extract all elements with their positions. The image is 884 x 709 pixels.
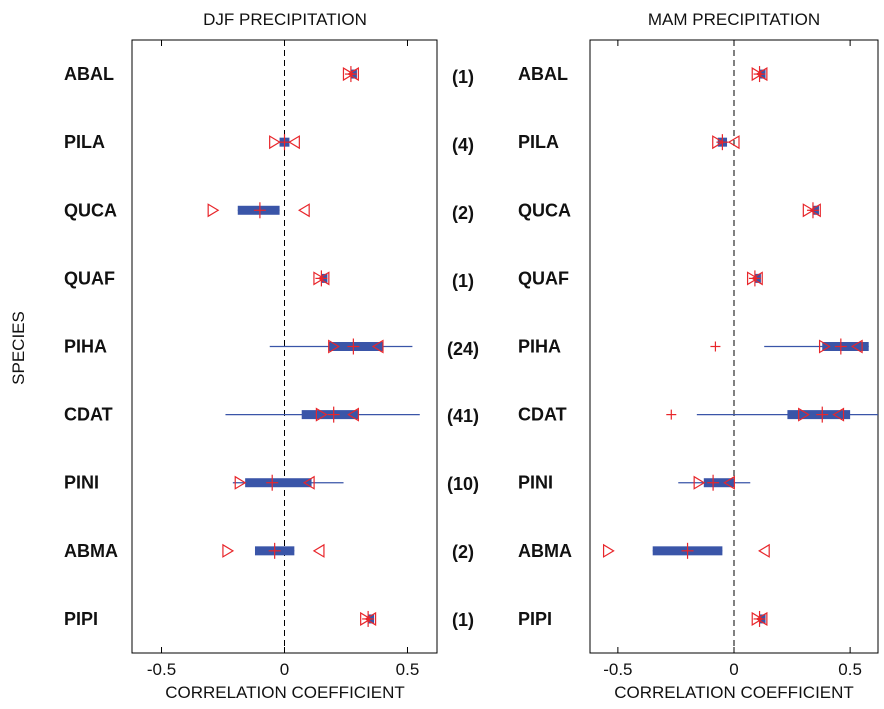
ci-lower-marker [602, 543, 615, 558]
species-label: PIPI [64, 609, 98, 629]
ci-lower-marker [207, 203, 220, 218]
species-label: PIHA [518, 337, 561, 357]
species-label: ABMA [518, 541, 572, 561]
species-label: QUCA [518, 200, 571, 220]
count-label: (10) [447, 474, 479, 494]
iqr-bar [245, 478, 312, 488]
counts-column: (1) (4) (2) (1) (24) (41) (10) (2) (1) [447, 67, 479, 630]
ci-lower-marker [360, 611, 372, 627]
species-label: PILA [64, 132, 105, 152]
ci-lower-marker [234, 475, 247, 490]
ci-upper-marker [832, 407, 845, 422]
ci-upper-marker [347, 66, 359, 82]
ci-upper-marker [317, 271, 330, 286]
ci-upper-marker [364, 611, 377, 627]
y-axis-label: SPECIES [9, 311, 28, 385]
panel-djf: DJF PRECIPITATION CORRELATION COEFFICIEN… [64, 10, 438, 702]
ci-upper-marker [727, 135, 740, 150]
ci-lower-marker [313, 271, 326, 286]
ci-lower-marker [693, 475, 706, 490]
ci-lower-marker [746, 271, 759, 286]
ci-upper-marker [723, 475, 735, 490]
ci-lower-marker [751, 66, 764, 82]
ci-upper-marker [850, 339, 863, 354]
chart-title-mam: MAM PRECIPITATION [648, 10, 820, 29]
species-label: PIPI [518, 609, 552, 629]
species-label: ABMA [64, 541, 118, 561]
ci-lower-marker [818, 339, 831, 354]
count-label: (4) [452, 135, 474, 155]
ci-lower-marker [712, 135, 724, 150]
ci-lower-marker [315, 407, 328, 422]
chart-title-djf: DJF PRECIPITATION [203, 10, 367, 29]
count-label: (1) [452, 271, 474, 291]
ci-upper-marker [809, 203, 821, 218]
ci-upper-marker [755, 66, 768, 82]
ci-upper-marker [302, 475, 315, 490]
species-label: QUAF [64, 268, 115, 288]
ci-lower-marker [342, 66, 355, 82]
x-tick-label: -0.5 [603, 660, 632, 679]
ci-upper-marker [298, 203, 310, 218]
species-label: PINI [64, 473, 99, 493]
species-label: CDAT [518, 405, 567, 425]
x-tick-label: -0.5 [147, 660, 176, 679]
species-label: CDAT [64, 405, 113, 425]
ci-upper-marker [288, 135, 300, 150]
x-tick-label: 0 [280, 660, 289, 679]
ci-lower-marker [798, 407, 810, 422]
ci-lower-marker [802, 203, 815, 218]
x-tick-label: 0.5 [396, 660, 420, 679]
species-label: QUCA [64, 200, 117, 220]
ci-upper-marker [755, 611, 768, 627]
count-label: (2) [452, 542, 474, 562]
ci-upper-marker [751, 271, 763, 286]
species-label: PINI [518, 473, 553, 493]
species-label: QUAF [518, 268, 569, 288]
ci-upper-marker [347, 407, 359, 422]
count-label: (41) [447, 406, 479, 426]
ci-lower-marker [751, 611, 764, 627]
species-label: ABAL [64, 64, 114, 84]
ci-lower-marker [222, 543, 235, 558]
ci-upper-marker [371, 339, 384, 354]
species-label: ABAL [518, 64, 568, 84]
count-label: (1) [452, 610, 474, 630]
count-label: (1) [452, 67, 474, 87]
x-tick-label: 0.5 [838, 660, 862, 679]
x-tick-label: 0 [729, 660, 738, 679]
panel-mam: MAM PRECIPITATION CORRELATION COEFFICIEN… [518, 10, 879, 702]
ci-upper-marker [312, 543, 325, 558]
x-axis-label-djf: CORRELATION COEFFICIENT [165, 683, 405, 702]
ci-lower-marker [328, 339, 340, 354]
species-label: PILA [518, 132, 559, 152]
ci-lower-marker [269, 135, 281, 150]
x-axis-label-mam: CORRELATION COEFFICIENT [614, 683, 854, 702]
species-label: PIHA [64, 337, 107, 357]
ci-upper-marker [758, 543, 770, 558]
count-label: (24) [447, 339, 479, 359]
count-label: (2) [452, 203, 474, 223]
